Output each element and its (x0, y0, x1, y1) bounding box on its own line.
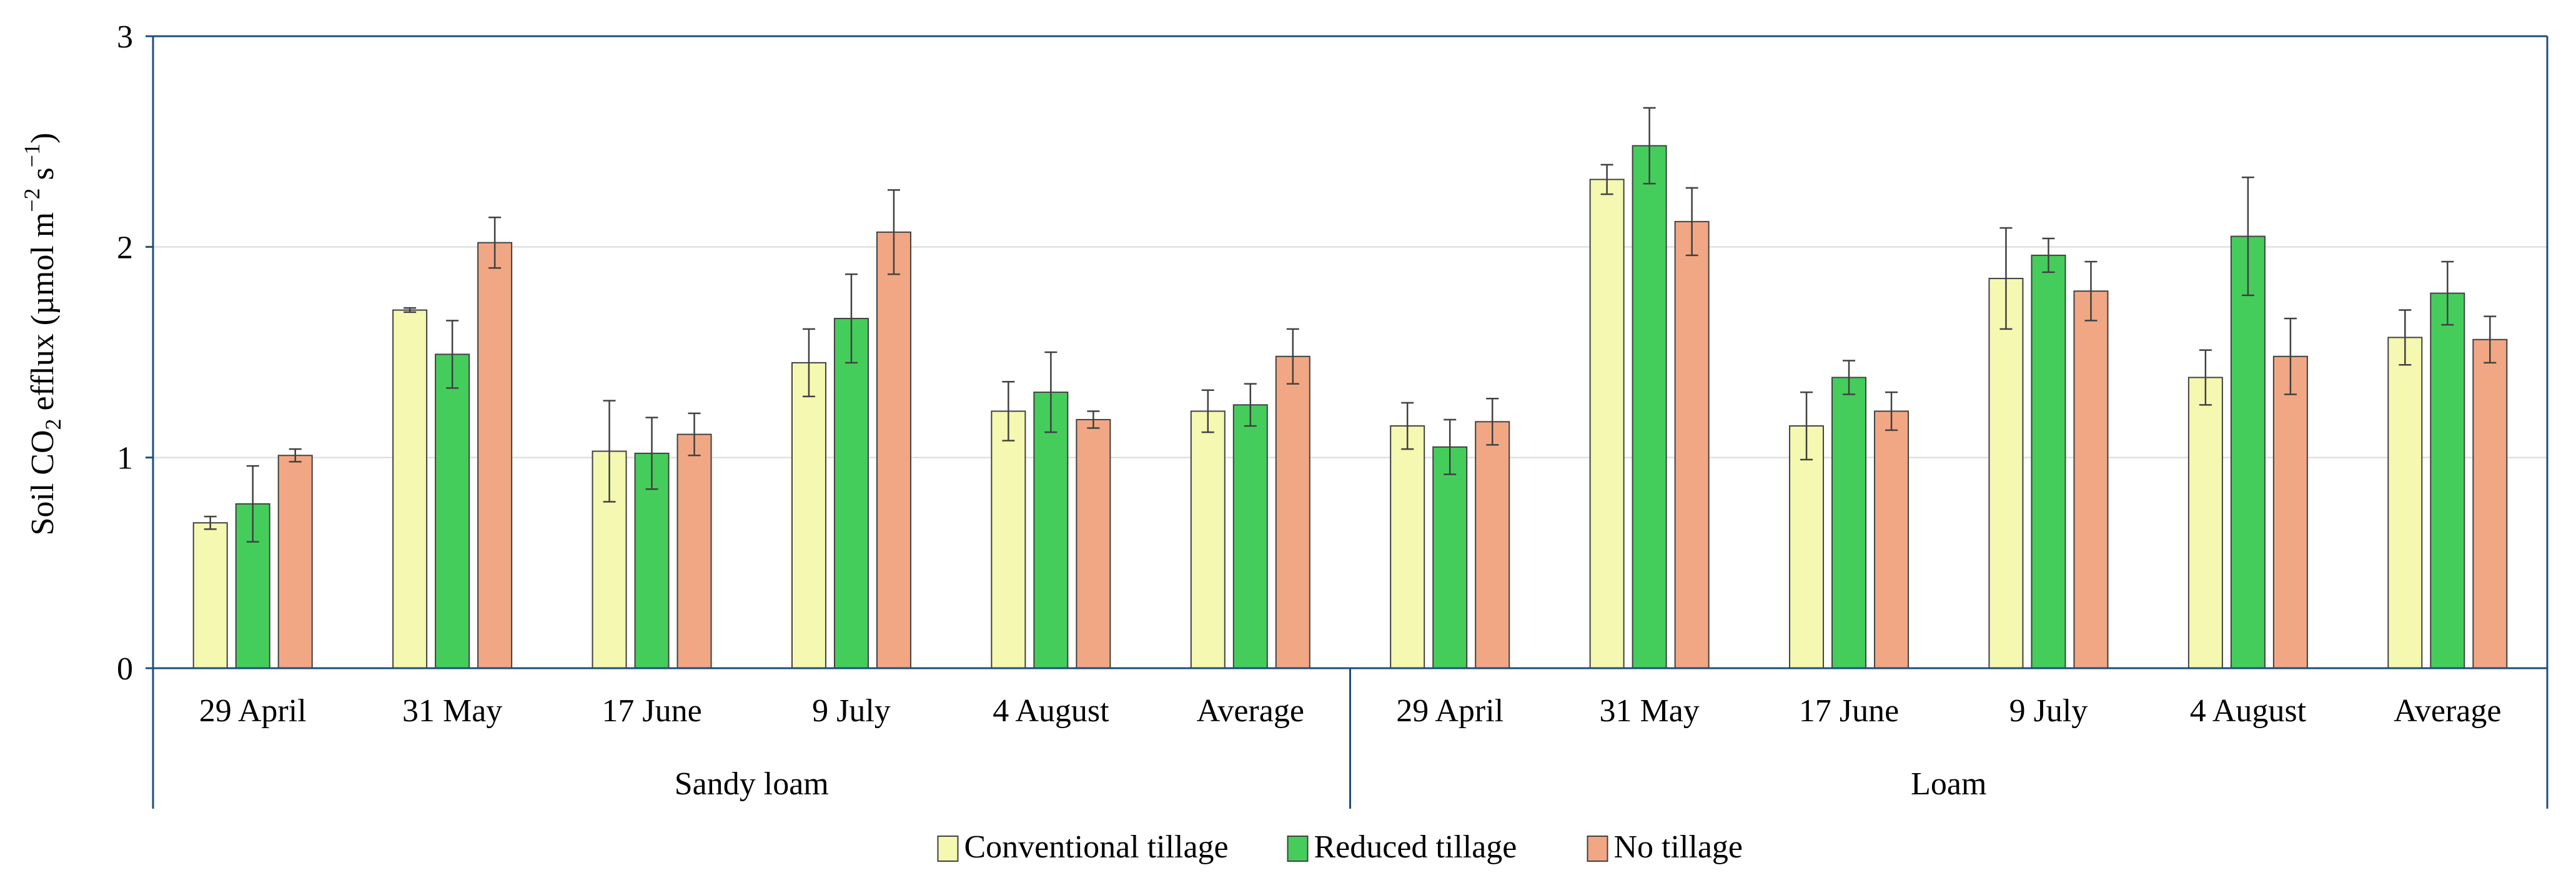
bar-conventional-tillage-0 (192, 522, 228, 669)
category-label-2: 17 June (602, 693, 701, 729)
group-label-loam: Loam (1911, 766, 1986, 802)
legend-label-reduced-tillage: Reduced tillage (1314, 829, 1517, 865)
bar-no-tillage-7 (1674, 220, 1710, 669)
bar-conventional-tillage-11 (2387, 337, 2423, 669)
legend: Conventional tillage Reduced tillage No ti… (937, 829, 1743, 865)
category-label-8: 17 June (1799, 693, 1899, 729)
bar-no-tillage-2 (676, 433, 712, 669)
bar-reduced-tillage-5 (1232, 404, 1268, 669)
legend-label-conventional-tillage: Conventional tillage (964, 829, 1229, 865)
bar-conventional-tillage-5 (1190, 410, 1226, 669)
legend-swatch-reduced-tillage (1287, 836, 1309, 862)
y-tick-label-0: 0 (117, 651, 133, 687)
axes (146, 35, 2549, 809)
axis-labels: 0 1 2 3 29 April 31 May 17 June 9 July 4 August A… (117, 19, 2501, 802)
category-label-0: 29 April (199, 693, 307, 729)
bar-no-tillage-8 (1874, 410, 1910, 669)
category-label-1: 31 May (402, 693, 502, 729)
category-label-4: 4 August (993, 693, 1109, 729)
bar-reduced-tillage-10 (2230, 235, 2266, 669)
bar-no-tillage-0 (277, 455, 313, 669)
bar-no-tillage-4 (1076, 418, 1111, 669)
y-tick-label-2: 2 (117, 230, 133, 265)
legend-swatch-no-tillage (1587, 836, 1608, 862)
y-axis-title: Soil CO2 efflux (µmol m−2 s−1) (19, 132, 66, 535)
bar-reduced-tillage-4 (1033, 392, 1069, 669)
category-label-11: Average (2394, 693, 2501, 729)
legend-swatch-conventional-tillage (937, 836, 959, 862)
category-label-7: 31 May (1599, 693, 1699, 729)
category-label-6: 29 April (1396, 693, 1503, 729)
bar-no-tillage-1 (477, 242, 513, 669)
bar-reduced-tillage-8 (1831, 377, 1867, 669)
category-label-3: 9 July (812, 693, 891, 729)
bar-conventional-tillage-3 (791, 362, 826, 669)
category-label-9: 9 July (2009, 693, 2088, 729)
legend-label-no-tillage: No tillage (1614, 829, 1743, 865)
bar-no-tillage-11 (2472, 338, 2508, 669)
category-label-10: 4 August (2190, 693, 2307, 729)
bar-no-tillage-10 (2272, 355, 2308, 669)
bar-conventional-tillage-1 (392, 309, 428, 669)
bar-reduced-tillage-9 (2031, 254, 2066, 669)
bar-no-tillage-5 (1275, 355, 1310, 669)
bar-reduced-tillage-7 (1632, 145, 1667, 669)
y-tick-label-1: 1 (117, 441, 133, 476)
bar-conventional-tillage-8 (1789, 425, 1825, 669)
bar-reduced-tillage-1 (435, 353, 470, 669)
bar-reduced-tillage-11 (2430, 292, 2465, 669)
bar-no-tillage-3 (876, 231, 911, 669)
bar-conventional-tillage-7 (1589, 179, 1625, 669)
bar-conventional-tillage-10 (2187, 377, 2223, 669)
bar-conventional-tillage-6 (1390, 425, 1425, 669)
group-label-sandy-loam: Sandy loam (675, 766, 829, 802)
bar-conventional-tillage-9 (1988, 277, 2024, 669)
bars (192, 107, 2508, 669)
y-tick-label-3: 3 (117, 19, 133, 55)
bar-reduced-tillage-6 (1432, 446, 1468, 669)
bar-no-tillage-9 (2073, 290, 2109, 669)
bar-no-tillage-6 (1475, 421, 1510, 669)
bar-reduced-tillage-3 (833, 318, 869, 669)
bar-conventional-tillage-4 (991, 410, 1026, 669)
category-label-5: Average (1197, 693, 1304, 729)
